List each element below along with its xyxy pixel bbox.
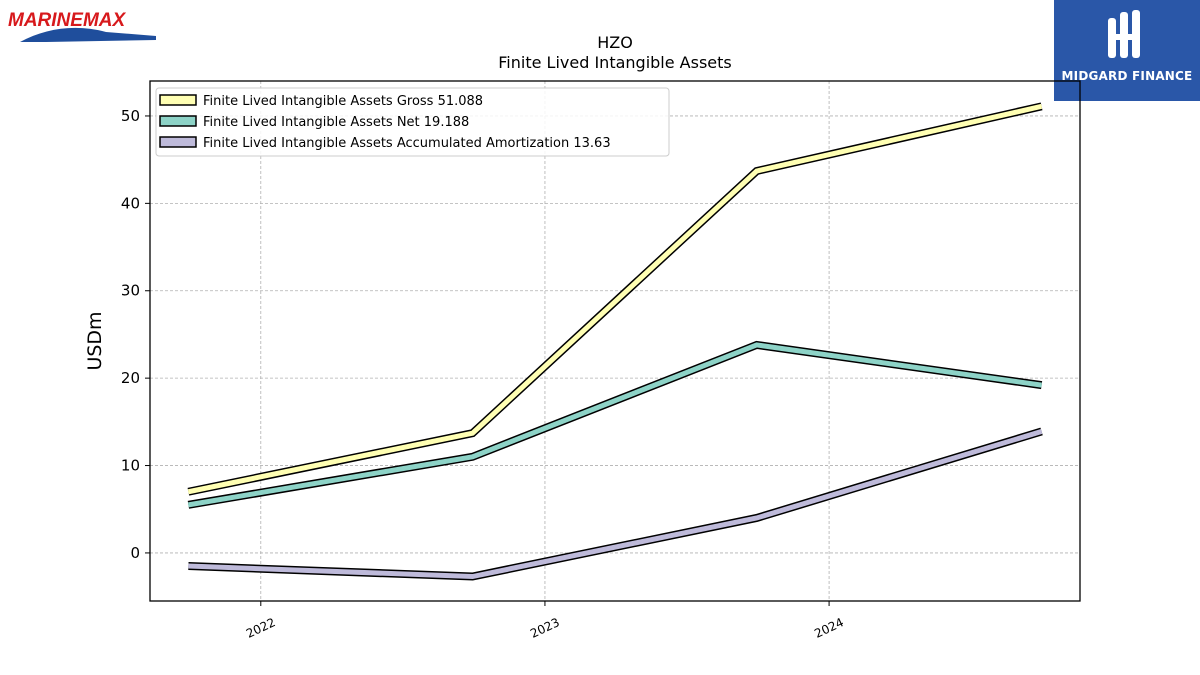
y-tick-label: 20 (121, 369, 140, 387)
series-point (472, 576, 474, 578)
marinemax-wave-icon (20, 27, 156, 42)
y-tick-label: 0 (130, 544, 140, 562)
series-point (187, 504, 189, 506)
marinemax-logo-graphic: MARINEMAX (8, 10, 156, 42)
legend-swatch (159, 136, 197, 148)
legend-swatch (159, 115, 197, 127)
x-tick-label: 2022 (244, 615, 278, 641)
series-point (472, 432, 474, 434)
x-tick-label: 2024 (812, 615, 846, 641)
legend-label: Finite Lived Intangible Assets Accumulat… (203, 136, 611, 151)
legend-label: Finite Lived Intangible Assets Gross 51.… (203, 94, 483, 109)
chart-subtitle: Finite Lived Intangible Assets (498, 53, 731, 72)
series-point (187, 491, 189, 493)
midgard-finance-wordmark: MIDGARD FINANCE (1061, 69, 1193, 83)
marinemax-logo-text: MARINEMAX (8, 10, 126, 31)
series-line-outline (188, 427, 1043, 581)
series-point (1041, 384, 1043, 386)
series-line (187, 103, 1043, 495)
series-point (1041, 430, 1043, 432)
plot-frame (149, 80, 1081, 602)
y-axis-label: USDm (84, 311, 106, 370)
series-point (1041, 105, 1043, 107)
y-tick-label: 50 (121, 107, 140, 125)
series-point (756, 170, 758, 172)
legend-label: Finite Lived Intangible Assets Net 19.18… (203, 115, 469, 130)
legend: Finite Lived Intangible Assets Gross 51.… (155, 87, 670, 157)
series-line (188, 429, 1043, 580)
series-point (756, 517, 758, 519)
chart-title: HZO (597, 33, 633, 52)
series-line (187, 342, 1042, 508)
x-tick-label: 2023 (528, 615, 562, 641)
series-point (472, 456, 474, 458)
series-point (756, 344, 758, 346)
midgard-finance-logo: MIDGARD FINANCE (1054, 0, 1200, 101)
y-tick-label: 30 (121, 282, 140, 300)
legend-box (155, 87, 670, 157)
legend-swatch (159, 94, 197, 106)
y-tick-label: 40 (121, 194, 140, 212)
series-point (187, 565, 189, 567)
marinemax-logo: MARINEMAX (6, 6, 166, 46)
midgard-emblem-icon (1108, 10, 1140, 58)
series-layer (187, 102, 1043, 581)
y-tick-label: 10 (121, 457, 140, 475)
grid-layer (150, 81, 1080, 601)
